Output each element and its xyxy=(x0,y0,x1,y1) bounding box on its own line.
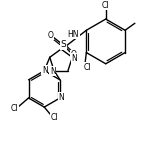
Text: O: O xyxy=(48,31,54,40)
Text: Cl: Cl xyxy=(11,104,18,113)
Text: N: N xyxy=(42,66,48,75)
Text: Cl: Cl xyxy=(84,63,92,72)
Text: Cl: Cl xyxy=(50,113,58,122)
Text: N: N xyxy=(58,93,64,102)
Text: S: S xyxy=(60,40,66,49)
Text: HN: HN xyxy=(68,30,79,39)
Text: N: N xyxy=(72,54,77,63)
Text: O: O xyxy=(71,50,76,59)
Text: Cl: Cl xyxy=(102,1,110,10)
Text: N: N xyxy=(50,67,56,76)
